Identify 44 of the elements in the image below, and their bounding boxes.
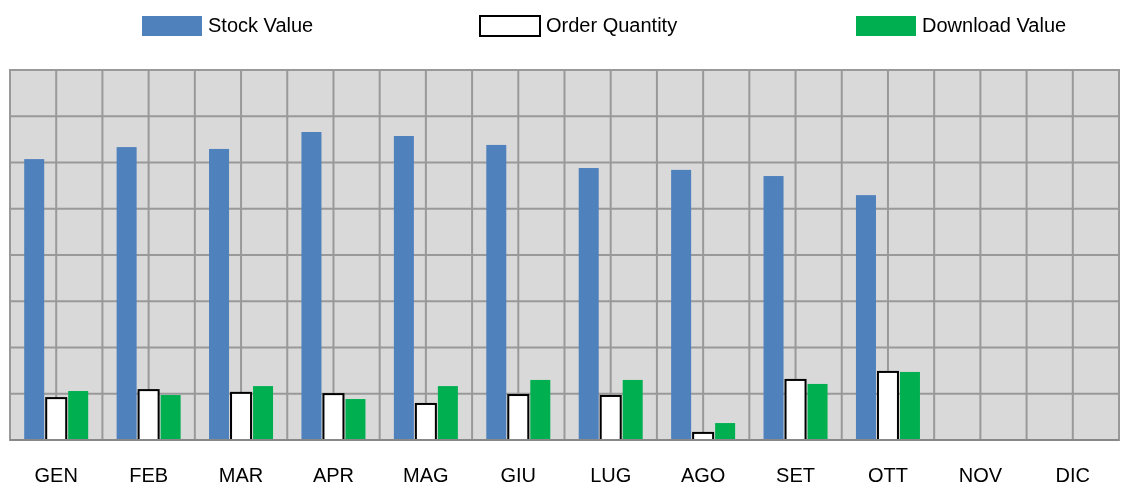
bar	[899, 371, 920, 440]
bar	[622, 379, 643, 440]
bar	[671, 169, 692, 440]
bar	[116, 147, 137, 440]
bar	[137, 389, 160, 441]
legend-label: Stock Value	[208, 14, 314, 36]
legend-label: Order Quantity	[546, 14, 678, 36]
bar	[301, 132, 322, 440]
x-tick-label: LUG	[590, 464, 632, 486]
x-tick-label: AGO	[680, 464, 726, 486]
bar	[393, 136, 414, 440]
bar	[45, 397, 68, 441]
bar	[345, 399, 366, 440]
x-tick-label: OTT	[867, 464, 908, 486]
bar	[763, 176, 784, 440]
bar	[68, 391, 89, 440]
bar	[253, 386, 274, 440]
x-tick-label: FEB	[129, 464, 169, 486]
x-tick-label: DIC	[1055, 464, 1091, 486]
bar	[855, 195, 876, 440]
bar	[322, 393, 345, 441]
x-tick-label: NOV	[958, 464, 1003, 486]
bar	[160, 395, 181, 440]
bar	[230, 391, 253, 441]
bar	[715, 423, 736, 440]
bar	[807, 383, 828, 440]
bar	[437, 386, 458, 440]
bar	[486, 144, 507, 440]
x-tick-label: APR	[312, 464, 355, 486]
bar	[507, 394, 530, 441]
x-tick-label: GIU	[500, 464, 537, 486]
bar	[578, 168, 599, 440]
x-tick-label: GEN	[34, 464, 78, 486]
x-tick-label: MAG	[403, 464, 449, 486]
x-tick-label: MAR	[218, 464, 264, 486]
bar	[414, 402, 437, 441]
bar	[599, 394, 622, 441]
bar	[209, 148, 230, 440]
bar	[784, 378, 807, 441]
bar	[876, 370, 899, 441]
x-tick-label: SET	[776, 464, 815, 486]
bar	[24, 159, 45, 440]
bar	[530, 379, 551, 440]
legend-label: Download Value	[922, 14, 1067, 36]
